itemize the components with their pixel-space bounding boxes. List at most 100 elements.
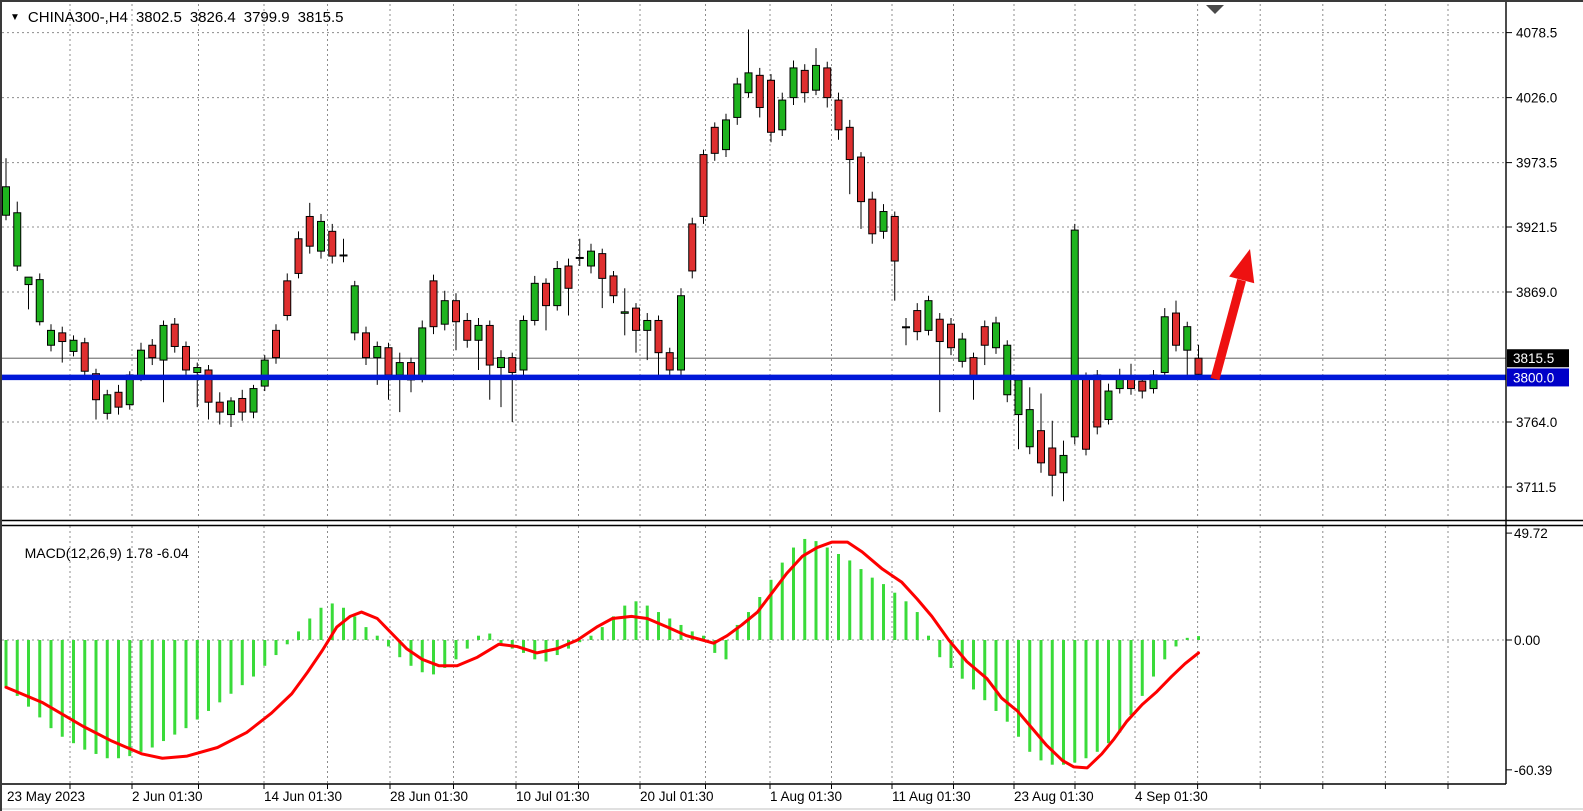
candle-body <box>69 339 78 352</box>
macd-histogram-bar <box>634 601 638 640</box>
macd-histogram-bar <box>904 601 908 640</box>
time-axis-label: 11 Aug 01:30 <box>892 789 971 804</box>
ohlc-open: 3802.5 <box>135 9 182 26</box>
candle-body <box>114 391 123 408</box>
macd-histogram-bar <box>162 640 165 742</box>
candle-body <box>485 324 494 366</box>
macd-histogram-bar <box>780 562 784 640</box>
macd-histogram-bar <box>983 640 987 701</box>
candle-body <box>1037 430 1045 464</box>
macd-histogram-bar <box>1028 640 1032 752</box>
candle-body <box>474 324 483 341</box>
macd-histogram-bar <box>1118 640 1122 733</box>
macd-histogram-bar <box>15 640 19 696</box>
macd-histogram-bar <box>1084 640 1088 759</box>
macd-histogram-bar <box>837 554 840 640</box>
macd-histogram-bar <box>522 640 525 653</box>
chart-shift-marker-icon[interactable] <box>1206 5 1224 14</box>
macd-histogram-bar <box>713 640 717 653</box>
candle-body <box>913 310 922 333</box>
macd-histogram-bar <box>364 627 368 640</box>
macd-histogram-bar <box>1197 636 1200 640</box>
macd-histogram-bar <box>1163 640 1167 660</box>
macd-histogram-bar <box>1050 640 1054 765</box>
trend-arrow-shaft[interactable] <box>1210 279 1246 381</box>
candle-body <box>58 332 67 343</box>
candle-body <box>868 198 877 235</box>
ohlc-high: 3826.4 <box>189 9 236 26</box>
candle-body <box>744 72 753 94</box>
macd-histogram-bar <box>600 627 604 640</box>
time-axis-label: 20 Jul 01:30 <box>640 789 714 804</box>
macd-histogram-bar <box>1073 640 1077 763</box>
ohlc-low: 3799.9 <box>243 9 290 26</box>
level-price-badge <box>1507 368 1569 387</box>
macd-histogram-bar <box>1140 640 1144 696</box>
candle-body <box>879 211 888 232</box>
macd-histogram-bar <box>1185 637 1189 640</box>
chart-header: ▼ CHINA300-,H4 3802.5 3826.4 3799.9 3815.5 <box>10 9 344 26</box>
candle-body <box>992 322 1000 349</box>
candle-body <box>1025 409 1034 448</box>
macd-indicator-title: MACD(12,26,9) 1.78 -6.04 <box>9 529 189 577</box>
time-axis-label: 10 Jul 01:30 <box>516 789 590 804</box>
trend-arrow-head[interactable] <box>1229 249 1255 284</box>
macd-histogram-bar <box>488 633 492 640</box>
candle-body <box>260 359 269 387</box>
candle-body <box>148 344 157 359</box>
candle-body <box>755 74 764 109</box>
macd-histogram-bar <box>825 547 829 640</box>
candle-body <box>35 279 44 323</box>
candle-body <box>587 250 595 267</box>
candle-body <box>463 319 472 341</box>
macd-histogram-bar <box>150 640 154 748</box>
bid-price-badge <box>1507 349 1569 368</box>
time-axis-label: 1 Aug 01:30 <box>770 789 842 804</box>
candle-body <box>564 265 573 289</box>
candle-body <box>699 154 708 217</box>
candle-body <box>632 307 640 331</box>
candle-body <box>654 319 663 354</box>
bid-price-badge-label: 3815.5 <box>1513 351 1554 366</box>
candle-body <box>215 401 224 413</box>
macd-histogram-bar <box>330 603 334 640</box>
price-axis-label: 3869.0 <box>1516 285 1557 300</box>
macd-histogram-bar <box>803 538 807 640</box>
macd-histogram-bar <box>882 584 885 640</box>
macd-histogram-bar <box>578 640 582 643</box>
candle-body <box>24 276 33 286</box>
candle-body <box>508 357 517 373</box>
candle-body <box>429 280 438 328</box>
macd-histogram-bar <box>1095 640 1099 752</box>
candle-body <box>677 295 685 371</box>
macd-histogram-bar <box>342 607 345 640</box>
macd-histogram-bar <box>218 640 222 703</box>
symbol-dropdown-icon[interactable]: ▼ <box>10 12 20 23</box>
ohlc-close: 3815.5 <box>297 9 344 26</box>
candle-body <box>193 367 202 373</box>
macd-histogram-bar <box>724 640 728 660</box>
candle-body <box>1172 312 1180 346</box>
candle-body <box>857 156 865 203</box>
candle-body <box>373 345 382 359</box>
macd-histogram-bar <box>623 605 627 640</box>
candle-body <box>789 67 798 99</box>
candle-body <box>1194 357 1203 375</box>
macd-histogram-bar <box>1152 640 1155 677</box>
macd-histogram-bar <box>49 640 53 729</box>
candle-body <box>542 282 550 307</box>
macd-histogram-bar <box>702 635 705 640</box>
candle-body <box>890 215 899 262</box>
macd-histogram-bar <box>747 612 750 640</box>
candle-body <box>519 319 528 371</box>
macd-histogram-bar <box>915 612 919 640</box>
macd-histogram-bar <box>859 569 863 640</box>
candle-body <box>1104 390 1113 421</box>
candle-body <box>935 318 944 343</box>
macd-histogram-bar <box>657 612 660 640</box>
candle-body <box>980 326 989 346</box>
candle-body <box>1003 344 1012 396</box>
candle-body <box>778 99 787 131</box>
